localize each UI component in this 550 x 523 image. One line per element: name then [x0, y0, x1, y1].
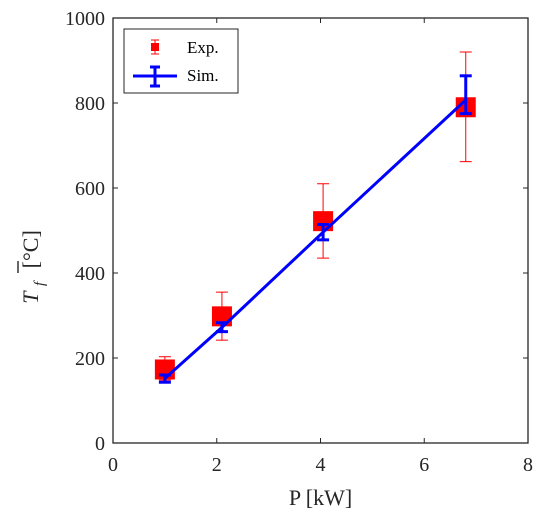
x-tick-label-2: 4 [316, 454, 326, 476]
legend-sim-label: Sim. [187, 66, 219, 85]
chart-marks [154, 51, 476, 384]
x-tick-label-1: 2 [212, 454, 222, 476]
y-tick-label-0: 0 [95, 433, 105, 455]
y-axis-label: T f [°C] [17, 230, 49, 304]
x-tick-label-4: 8 [523, 454, 533, 476]
sim-line [163, 98, 467, 380]
legend-exp-marker [151, 43, 159, 51]
legend-exp-label: Exp. [187, 38, 219, 57]
y-axis-label-base: T [18, 290, 43, 304]
y-tick-label-2: 400 [75, 263, 105, 285]
y-axis-label-unit: [°C] [18, 230, 43, 268]
y-tick-label-3: 600 [75, 178, 105, 200]
axis-ticks: 0 2 4 6 8 0 200 400 600 800 1000 [65, 8, 533, 476]
x-axis-label: P [kW] [289, 485, 352, 510]
y-axis-label-sub: f [32, 280, 48, 286]
y-tick-label-1: 200 [75, 348, 105, 370]
x-tick-label-0: 0 [108, 454, 118, 476]
svg-text:T f [°C]: T f [°C] [18, 230, 49, 304]
legend-box [123, 28, 239, 94]
y-tick-label-5: 1000 [65, 8, 105, 30]
x-tick-label-3: 6 [419, 454, 429, 476]
y-tick-label-4: 800 [75, 93, 105, 115]
legend: Exp. Sim. [123, 28, 239, 94]
